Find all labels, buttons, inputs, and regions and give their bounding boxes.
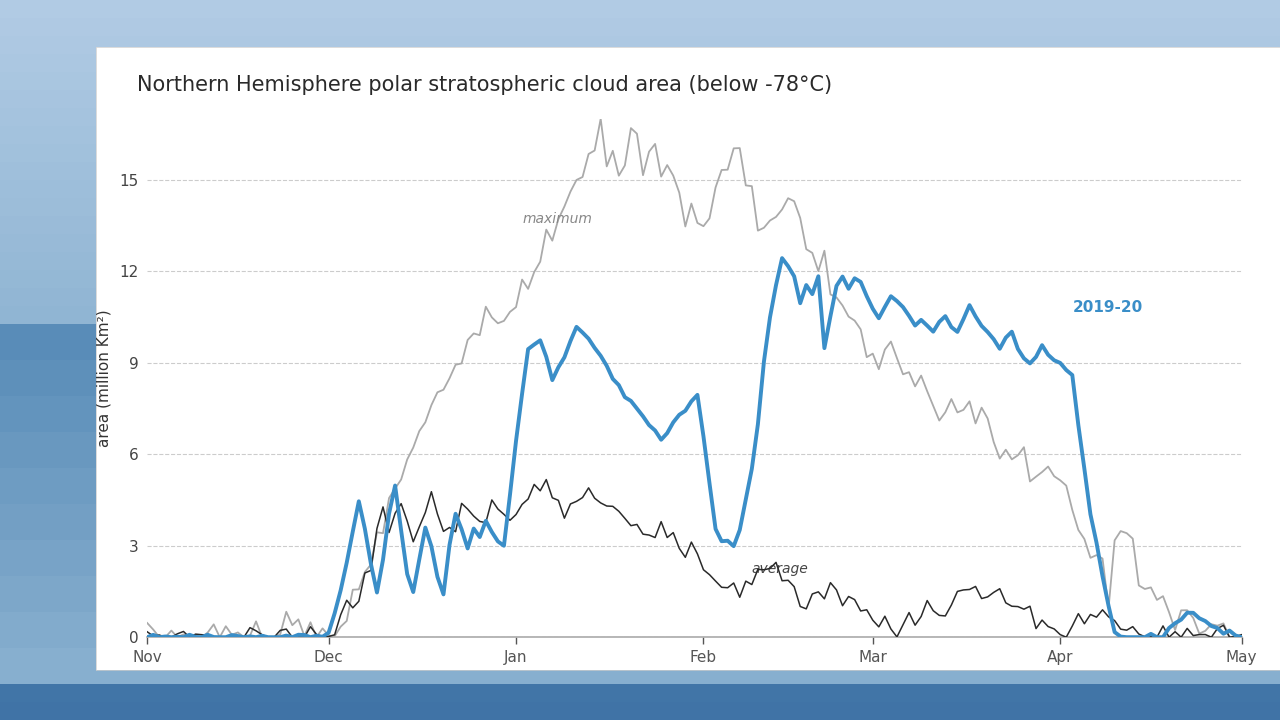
Bar (0, 450, 1280, 468)
Bar (0, 36, 1280, 54)
Bar (0, 396, 1280, 414)
Bar (0, 252, 1280, 270)
Bar (0, 108, 1280, 126)
Bar (0, 90, 1280, 108)
Bar (0, 612, 1280, 630)
Bar (0, 630, 1280, 648)
Bar (0, 486, 1280, 504)
Bar (0, 162, 1280, 180)
Bar (0, 684, 1280, 702)
Text: maximum: maximum (522, 212, 591, 225)
Bar (0, 180, 1280, 198)
Bar (0, 432, 1280, 450)
Bar (0, 504, 1280, 540)
Bar (0, 540, 1280, 558)
Bar (0, 414, 1280, 432)
Bar (0, 54, 1280, 72)
Bar (0, 288, 1280, 306)
Bar (0, 270, 1280, 288)
Text: average: average (751, 562, 809, 576)
Bar (0, 666, 1280, 684)
Bar (0, 126, 1280, 144)
Bar (0, 144, 1280, 162)
Bar (0, 378, 1280, 396)
Bar (0, 522, 1280, 540)
Bar (0, 468, 1280, 504)
Text: 2019-20: 2019-20 (1073, 300, 1143, 315)
Bar (0, 306, 1280, 324)
Bar (0, 648, 1280, 666)
Bar (0, 558, 1280, 576)
Bar (0, 360, 1280, 378)
Bar (0, 540, 1280, 576)
Y-axis label: area (million Km²): area (million Km²) (96, 309, 111, 447)
Bar (0, 216, 1280, 234)
Bar (0, 432, 1280, 468)
Bar (0, 72, 1280, 90)
Bar (0, 324, 1280, 360)
Bar (0, 324, 1280, 342)
Text: Northern Hemisphere polar stratospheric cloud area (below -78°C): Northern Hemisphere polar stratospheric … (137, 75, 832, 95)
Bar (0, 234, 1280, 252)
Bar (0, 594, 1280, 612)
Bar (0, 342, 1280, 360)
Bar (0, 18, 1280, 36)
Bar (0, 396, 1280, 432)
Bar (0, 576, 1280, 612)
Bar (0, 198, 1280, 216)
Bar (0, 576, 1280, 594)
Bar (0, 504, 1280, 522)
Bar (0, 648, 1280, 684)
Bar (0, 612, 1280, 648)
Bar (0, 702, 1280, 720)
Bar (0, 360, 1280, 396)
Bar (0, 468, 1280, 486)
Bar (0, 0, 1280, 18)
